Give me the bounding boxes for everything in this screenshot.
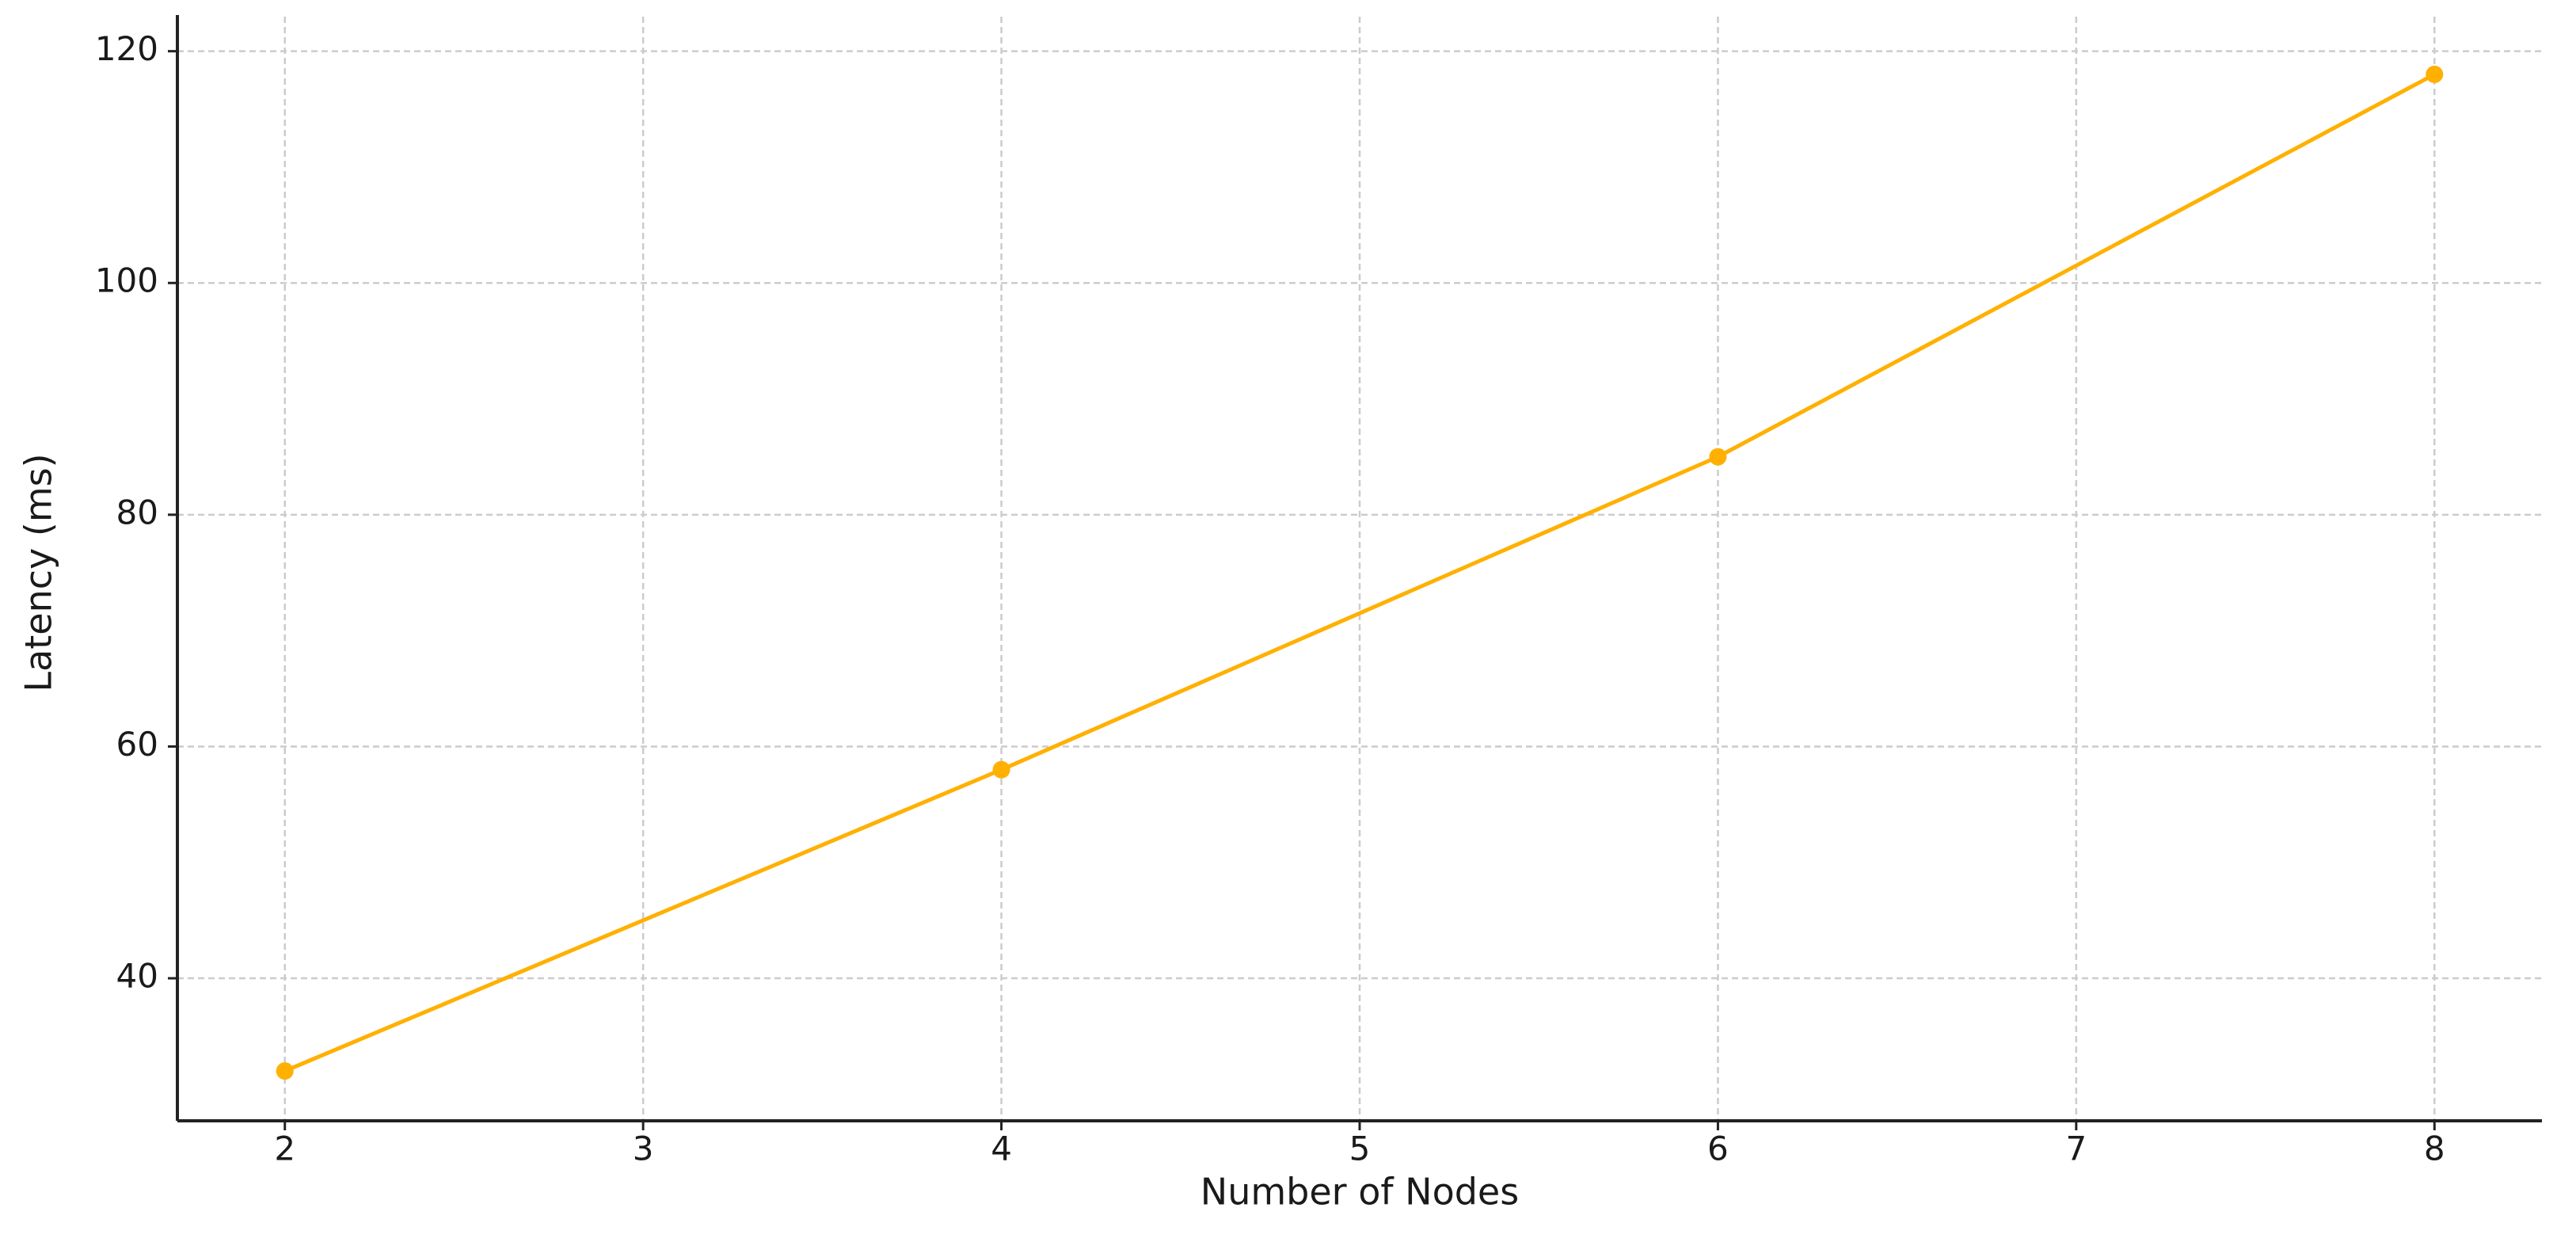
x-tick-label: 5: [1349, 1130, 1371, 1168]
y-tick-label: 60: [116, 725, 158, 764]
data-point: [276, 1062, 294, 1080]
y-tick-label: 100: [95, 261, 158, 300]
data-point: [2426, 65, 2444, 83]
y-tick-label: 120: [95, 29, 158, 68]
y-tick-label: 40: [116, 957, 158, 996]
x-tick-label: 8: [2424, 1130, 2445, 1168]
y-tick-label: 80: [116, 493, 158, 531]
x-tick-label: 4: [991, 1130, 1012, 1168]
x-axis-label: Number of Nodes: [1200, 1171, 1519, 1213]
data-line: [283, 72, 2436, 1073]
data-point: [1709, 448, 1727, 466]
y-axis-label: Latency (ms): [17, 453, 60, 691]
x-tick-label: 7: [2065, 1130, 2087, 1168]
x-tick-label: 6: [1707, 1130, 1729, 1168]
data-point: [992, 760, 1010, 779]
x-tick-label: 3: [633, 1130, 654, 1168]
x-tick-label: 2: [274, 1130, 295, 1168]
